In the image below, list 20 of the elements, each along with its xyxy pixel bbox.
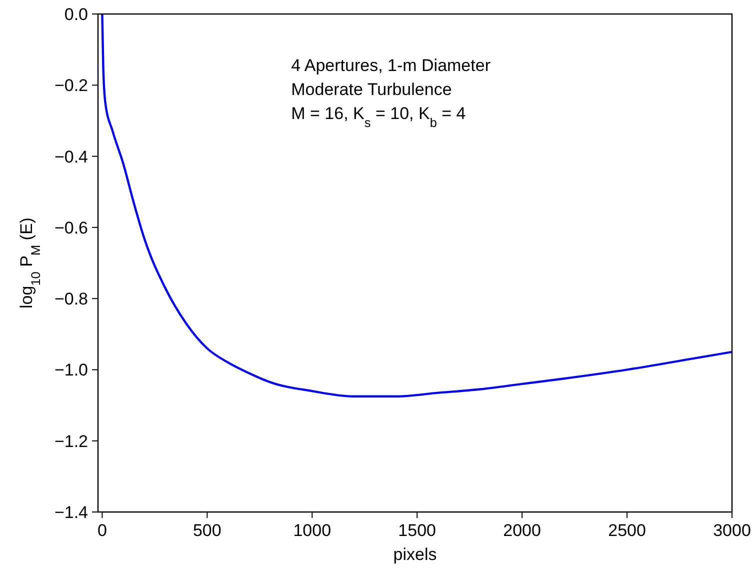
x-tick-label: 2000 <box>503 521 541 540</box>
x-axis-title: pixels <box>393 545 437 564</box>
x-tick-label: 500 <box>192 521 222 540</box>
y-tick-label: −1.4 <box>54 503 88 522</box>
y-tick-label: −0.4 <box>54 147 88 166</box>
x-tick-label: 1000 <box>293 521 332 540</box>
y-tick-label: −1.0 <box>54 360 88 380</box>
y-tick-label: −0.8 <box>54 290 88 309</box>
annotation: M = 16, K$_{s}$ = 10, K$_{b}$ = 4 <box>291 104 466 130</box>
annotation: 4 Apertures, 1-m Diameter <box>291 56 491 75</box>
annotation: Moderate Turbulence <box>291 80 452 99</box>
x-tick-label: 1500 <box>398 521 436 540</box>
y-tick-label: −1.2 <box>54 432 88 451</box>
x-tick-label: 0 <box>97 521 107 540</box>
y-tick-label: 0.0 <box>64 5 88 24</box>
x-tick-label: 2500 <box>608 521 646 540</box>
y-tick-label: −0.2 <box>54 76 88 96</box>
line-series <box>101 14 732 398</box>
y-tick-label: −0.6 <box>54 218 88 238</box>
x-tick-label: 3000 <box>713 521 751 540</box>
